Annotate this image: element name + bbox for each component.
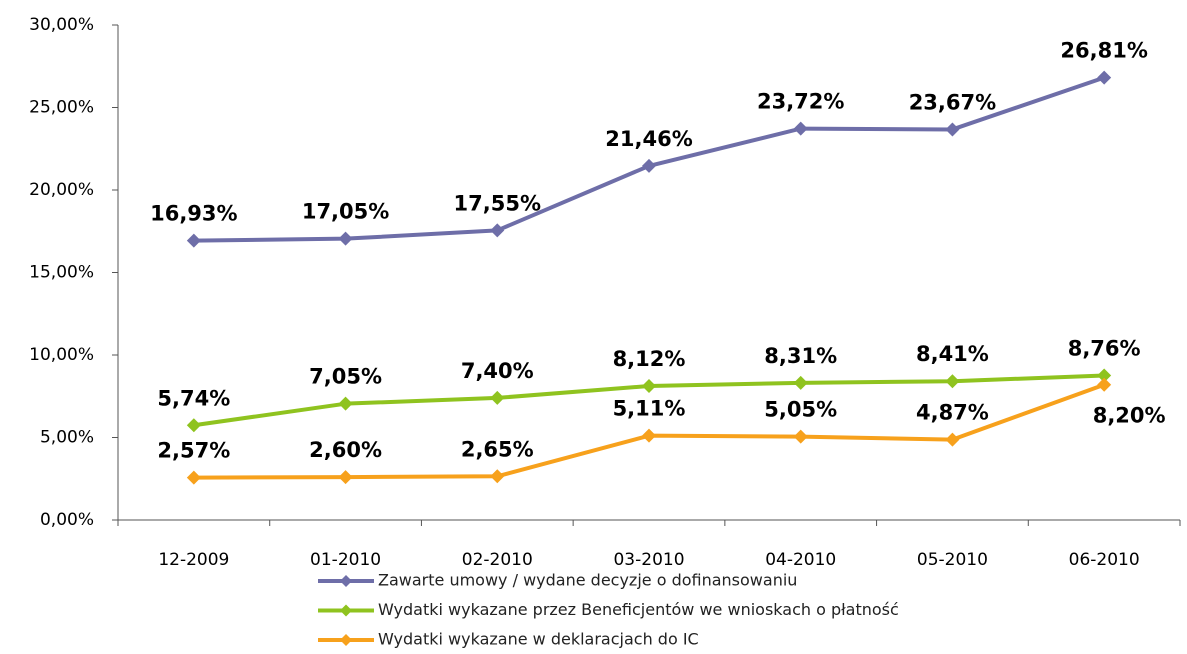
- data-label: 2,65%: [461, 437, 534, 461]
- data-label: 17,05%: [302, 200, 389, 224]
- data-label: 17,55%: [454, 191, 541, 215]
- legend-marker: [340, 575, 352, 587]
- data-label: 8,20%: [1093, 404, 1166, 428]
- x-tick-label: 02-2010: [462, 550, 533, 570]
- data-label: 7,40%: [461, 359, 534, 383]
- marker: [186, 233, 201, 248]
- marker: [490, 223, 505, 238]
- x-tick-label: 12-2009: [158, 550, 229, 570]
- x-tick-label: 06-2010: [1069, 550, 1140, 570]
- marker: [338, 470, 353, 485]
- legend-marker: [340, 604, 352, 617]
- y-tick-label: 25,00%: [29, 98, 94, 118]
- marker: [338, 231, 353, 246]
- marker: [490, 469, 505, 484]
- y-tick-label: 0,00%: [40, 510, 94, 530]
- legend-marker: [340, 634, 352, 646]
- y-tick-label: 20,00%: [29, 180, 94, 200]
- data-label: 8,41%: [916, 342, 989, 366]
- data-label: 2,60%: [309, 438, 382, 462]
- x-tick-label: 05-2010: [917, 550, 988, 570]
- data-label: 26,81%: [1060, 39, 1147, 63]
- marker: [186, 470, 201, 485]
- marker: [490, 390, 505, 405]
- marker: [945, 122, 960, 137]
- marker: [186, 418, 201, 433]
- data-label: 23,67%: [909, 90, 996, 114]
- data-label: 4,87%: [916, 401, 989, 425]
- data-label: 5,11%: [613, 397, 686, 421]
- y-tick-label: 5,00%: [40, 428, 94, 448]
- y-tick-label: 10,00%: [29, 345, 94, 365]
- legend-label: Wydatki wykazane w deklaracjach do IC: [378, 630, 699, 649]
- marker: [793, 121, 808, 136]
- marker: [945, 432, 960, 447]
- marker: [642, 379, 656, 394]
- data-label: 2,57%: [157, 439, 230, 463]
- marker: [1097, 377, 1112, 392]
- legend-label: Zawarte umowy / wydane decyzje o dofinan…: [378, 571, 797, 590]
- x-tick-label: 01-2010: [310, 550, 381, 570]
- y-tick-label: 30,00%: [29, 15, 94, 35]
- x-tick-label: 03-2010: [613, 550, 684, 570]
- marker: [945, 374, 960, 389]
- data-label: 8,31%: [764, 344, 837, 368]
- marker: [793, 375, 808, 390]
- data-label: 8,12%: [613, 347, 686, 371]
- marker: [793, 429, 808, 444]
- data-label: 8,76%: [1068, 336, 1141, 360]
- marker: [642, 158, 656, 173]
- marker: [1097, 70, 1112, 85]
- data-label: 23,72%: [757, 90, 844, 114]
- data-label: 7,05%: [309, 365, 382, 389]
- legend-label: Wydatki wykazane przez Beneficjentów we …: [378, 600, 899, 619]
- data-label: 16,93%: [150, 202, 237, 226]
- marker: [1097, 368, 1112, 383]
- x-tick-label: 04-2010: [765, 550, 836, 570]
- y-tick-label: 15,00%: [29, 263, 94, 283]
- data-label: 21,46%: [605, 127, 692, 151]
- marker: [338, 396, 353, 411]
- data-label: 5,05%: [764, 398, 837, 422]
- marker: [642, 428, 656, 443]
- data-label: 5,74%: [157, 386, 230, 410]
